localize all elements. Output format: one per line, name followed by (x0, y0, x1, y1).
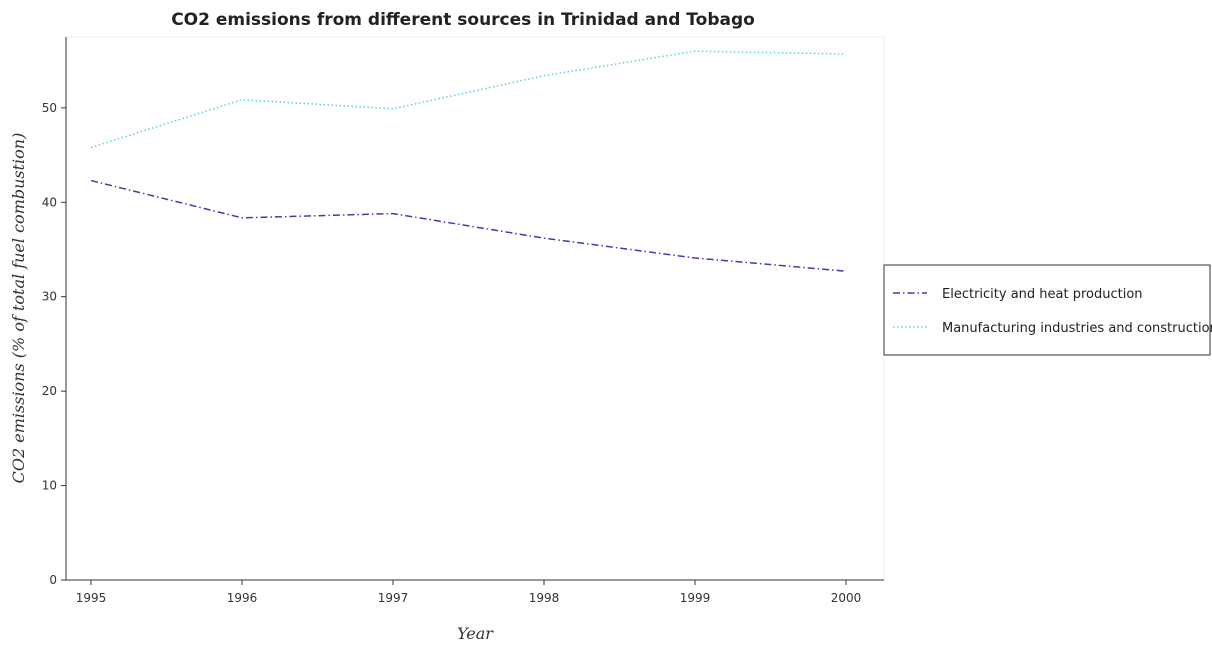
y-ticks: 0 10 20 30 40 50 (42, 101, 66, 587)
legend-label-electricity: Electricity and heat production (942, 287, 1143, 302)
x-tick-label: 2000 (831, 591, 862, 605)
legend-label-manufacturing: Manufacturing industries and constructio… (942, 321, 1212, 336)
y-tick-label: 30 (42, 290, 57, 304)
x-tick-label: 1997 (378, 591, 409, 605)
x-tick-label: 1996 (227, 591, 258, 605)
x-tick-label: 1999 (680, 591, 711, 605)
series-line-0 (90, 179, 847, 272)
series-group (90, 50, 847, 272)
legend-box (883, 264, 1211, 356)
y-tick-label: 0 (49, 573, 57, 587)
y-tick-label: 10 (42, 479, 57, 493)
x-ticks: 1995 1996 1997 1998 1999 2000 (76, 580, 862, 605)
y-tick-label: 20 (42, 384, 57, 398)
plot-area (65, 36, 885, 581)
y-tick-label: 50 (42, 101, 57, 115)
x-axis-label: Year (457, 624, 494, 643)
legend: Electricity and heat production Manufact… (883, 264, 1212, 356)
y-axis-label: CO2 emissions (% of total fuel combustio… (9, 133, 28, 484)
y-tick-label: 40 (42, 195, 57, 209)
x-tick-label: 1998 (529, 591, 560, 605)
chart-title: CO2 emissions from different sources in … (171, 10, 755, 30)
x-tick-label: 1995 (76, 591, 107, 605)
